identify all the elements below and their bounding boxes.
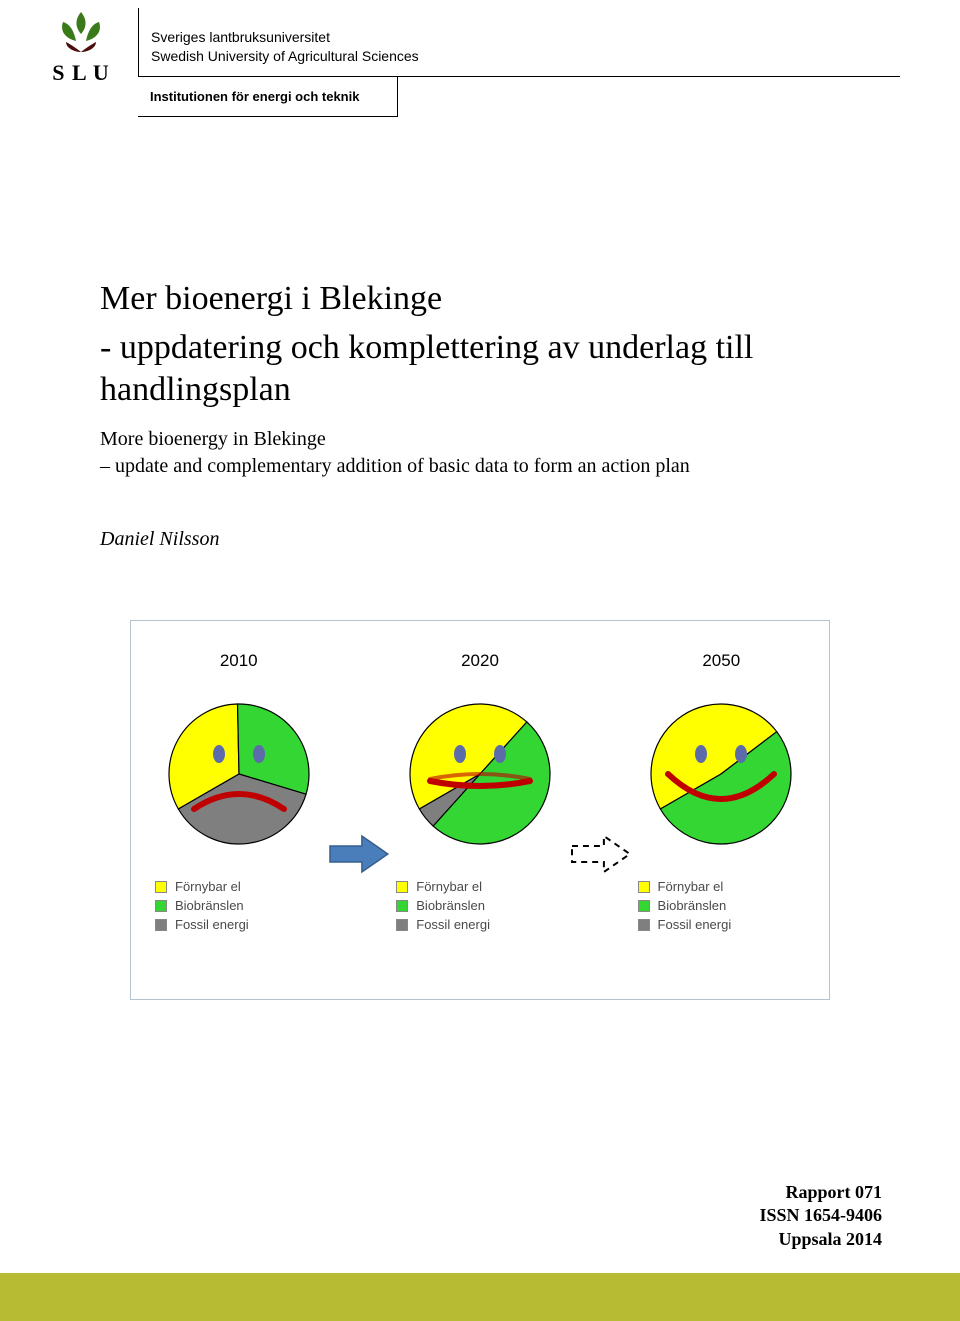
department-name: Institutionen för energi och teknik — [150, 89, 397, 104]
slu-logo: S L U — [36, 8, 126, 86]
slu-logo-icon — [46, 8, 116, 58]
pie-2010 — [164, 699, 314, 849]
legend-label: Förnybar el — [416, 879, 482, 894]
pie-2020 — [405, 699, 555, 849]
footer-city-year: Uppsala 2014 — [759, 1228, 882, 1251]
report-title-line2: - uppdatering och komplettering av under… — [100, 327, 840, 412]
uni-name-sv: Sveriges lantbruksuniversitet — [151, 28, 900, 47]
legend-item: Biobränslen — [396, 898, 490, 913]
infographic-inner: 2010 Förnybar el Biobränslen Fossil energi… — [131, 621, 829, 999]
year-label: 2010 — [220, 651, 258, 671]
report-subtitle-line2: – update and complementary addition of b… — [100, 453, 840, 480]
legend: Förnybar el Biobränslen Fossil energi — [396, 879, 490, 936]
panel-2020: 2020 Förnybar el Biobränslen Fossil energi — [390, 651, 569, 936]
title-block: Mer bioenergi i Blekinge - uppdatering o… — [100, 278, 840, 551]
legend-item: Förnybar el — [638, 879, 732, 894]
legend-label: Biobränslen — [175, 898, 244, 913]
year-label: 2020 — [461, 651, 499, 671]
legend-label: Förnybar el — [658, 879, 724, 894]
legend-item: Förnybar el — [155, 879, 249, 894]
uni-name-en: Swedish University of Agricultural Scien… — [151, 47, 900, 66]
legend-label: Biobränslen — [658, 898, 727, 913]
legend-item: Fossil energi — [638, 917, 732, 932]
arrow-dashed-icon — [570, 834, 632, 874]
report-author: Daniel Nilsson — [100, 528, 840, 551]
legend-label: Fossil energi — [175, 917, 249, 932]
legend: Förnybar el Biobränslen Fossil energi — [638, 879, 732, 936]
footer-band — [0, 1273, 960, 1321]
page-header: S L U Sveriges lantbruksuniversitet Swed… — [36, 8, 900, 117]
arrow-filled-icon — [328, 834, 390, 874]
legend-item: Biobränslen — [638, 898, 732, 913]
legend-label: Fossil energi — [658, 917, 732, 932]
legend-item: Fossil energi — [396, 917, 490, 932]
panel-2010: 2010 Förnybar el Biobränslen Fossil energi — [149, 651, 328, 936]
slu-logo-text: S L U — [52, 60, 110, 86]
infographic-box: 2010 Förnybar el Biobränslen Fossil energi… — [130, 620, 830, 1000]
legend-item: Biobränslen — [155, 898, 249, 913]
legend-label: Biobränslen — [416, 898, 485, 913]
university-names: Sveriges lantbruksuniversitet Swedish Un… — [138, 8, 900, 77]
report-title-line1: Mer bioenergi i Blekinge — [100, 278, 840, 321]
footer-issn: ISSN 1654-9406 — [759, 1204, 882, 1227]
legend-item: Förnybar el — [396, 879, 490, 894]
year-label: 2050 — [702, 651, 740, 671]
report-subtitle-line1: More bioenergy in Blekinge — [100, 426, 840, 453]
report-footer-text: Rapport 071 ISSN 1654-9406 Uppsala 2014 — [759, 1181, 882, 1251]
legend-label: Förnybar el — [175, 879, 241, 894]
legend-label: Fossil energi — [416, 917, 490, 932]
department-box: Institutionen för energi och teknik — [138, 77, 398, 117]
panel-2050: 2050 Förnybar el Biobränslen Fossil energi — [632, 651, 811, 936]
legend-item: Fossil energi — [155, 917, 249, 932]
footer-report-no: Rapport 071 — [759, 1181, 882, 1204]
university-block: Sveriges lantbruksuniversitet Swedish Un… — [138, 8, 900, 117]
legend: Förnybar el Biobränslen Fossil energi — [155, 879, 249, 936]
pie-2050 — [646, 699, 796, 849]
